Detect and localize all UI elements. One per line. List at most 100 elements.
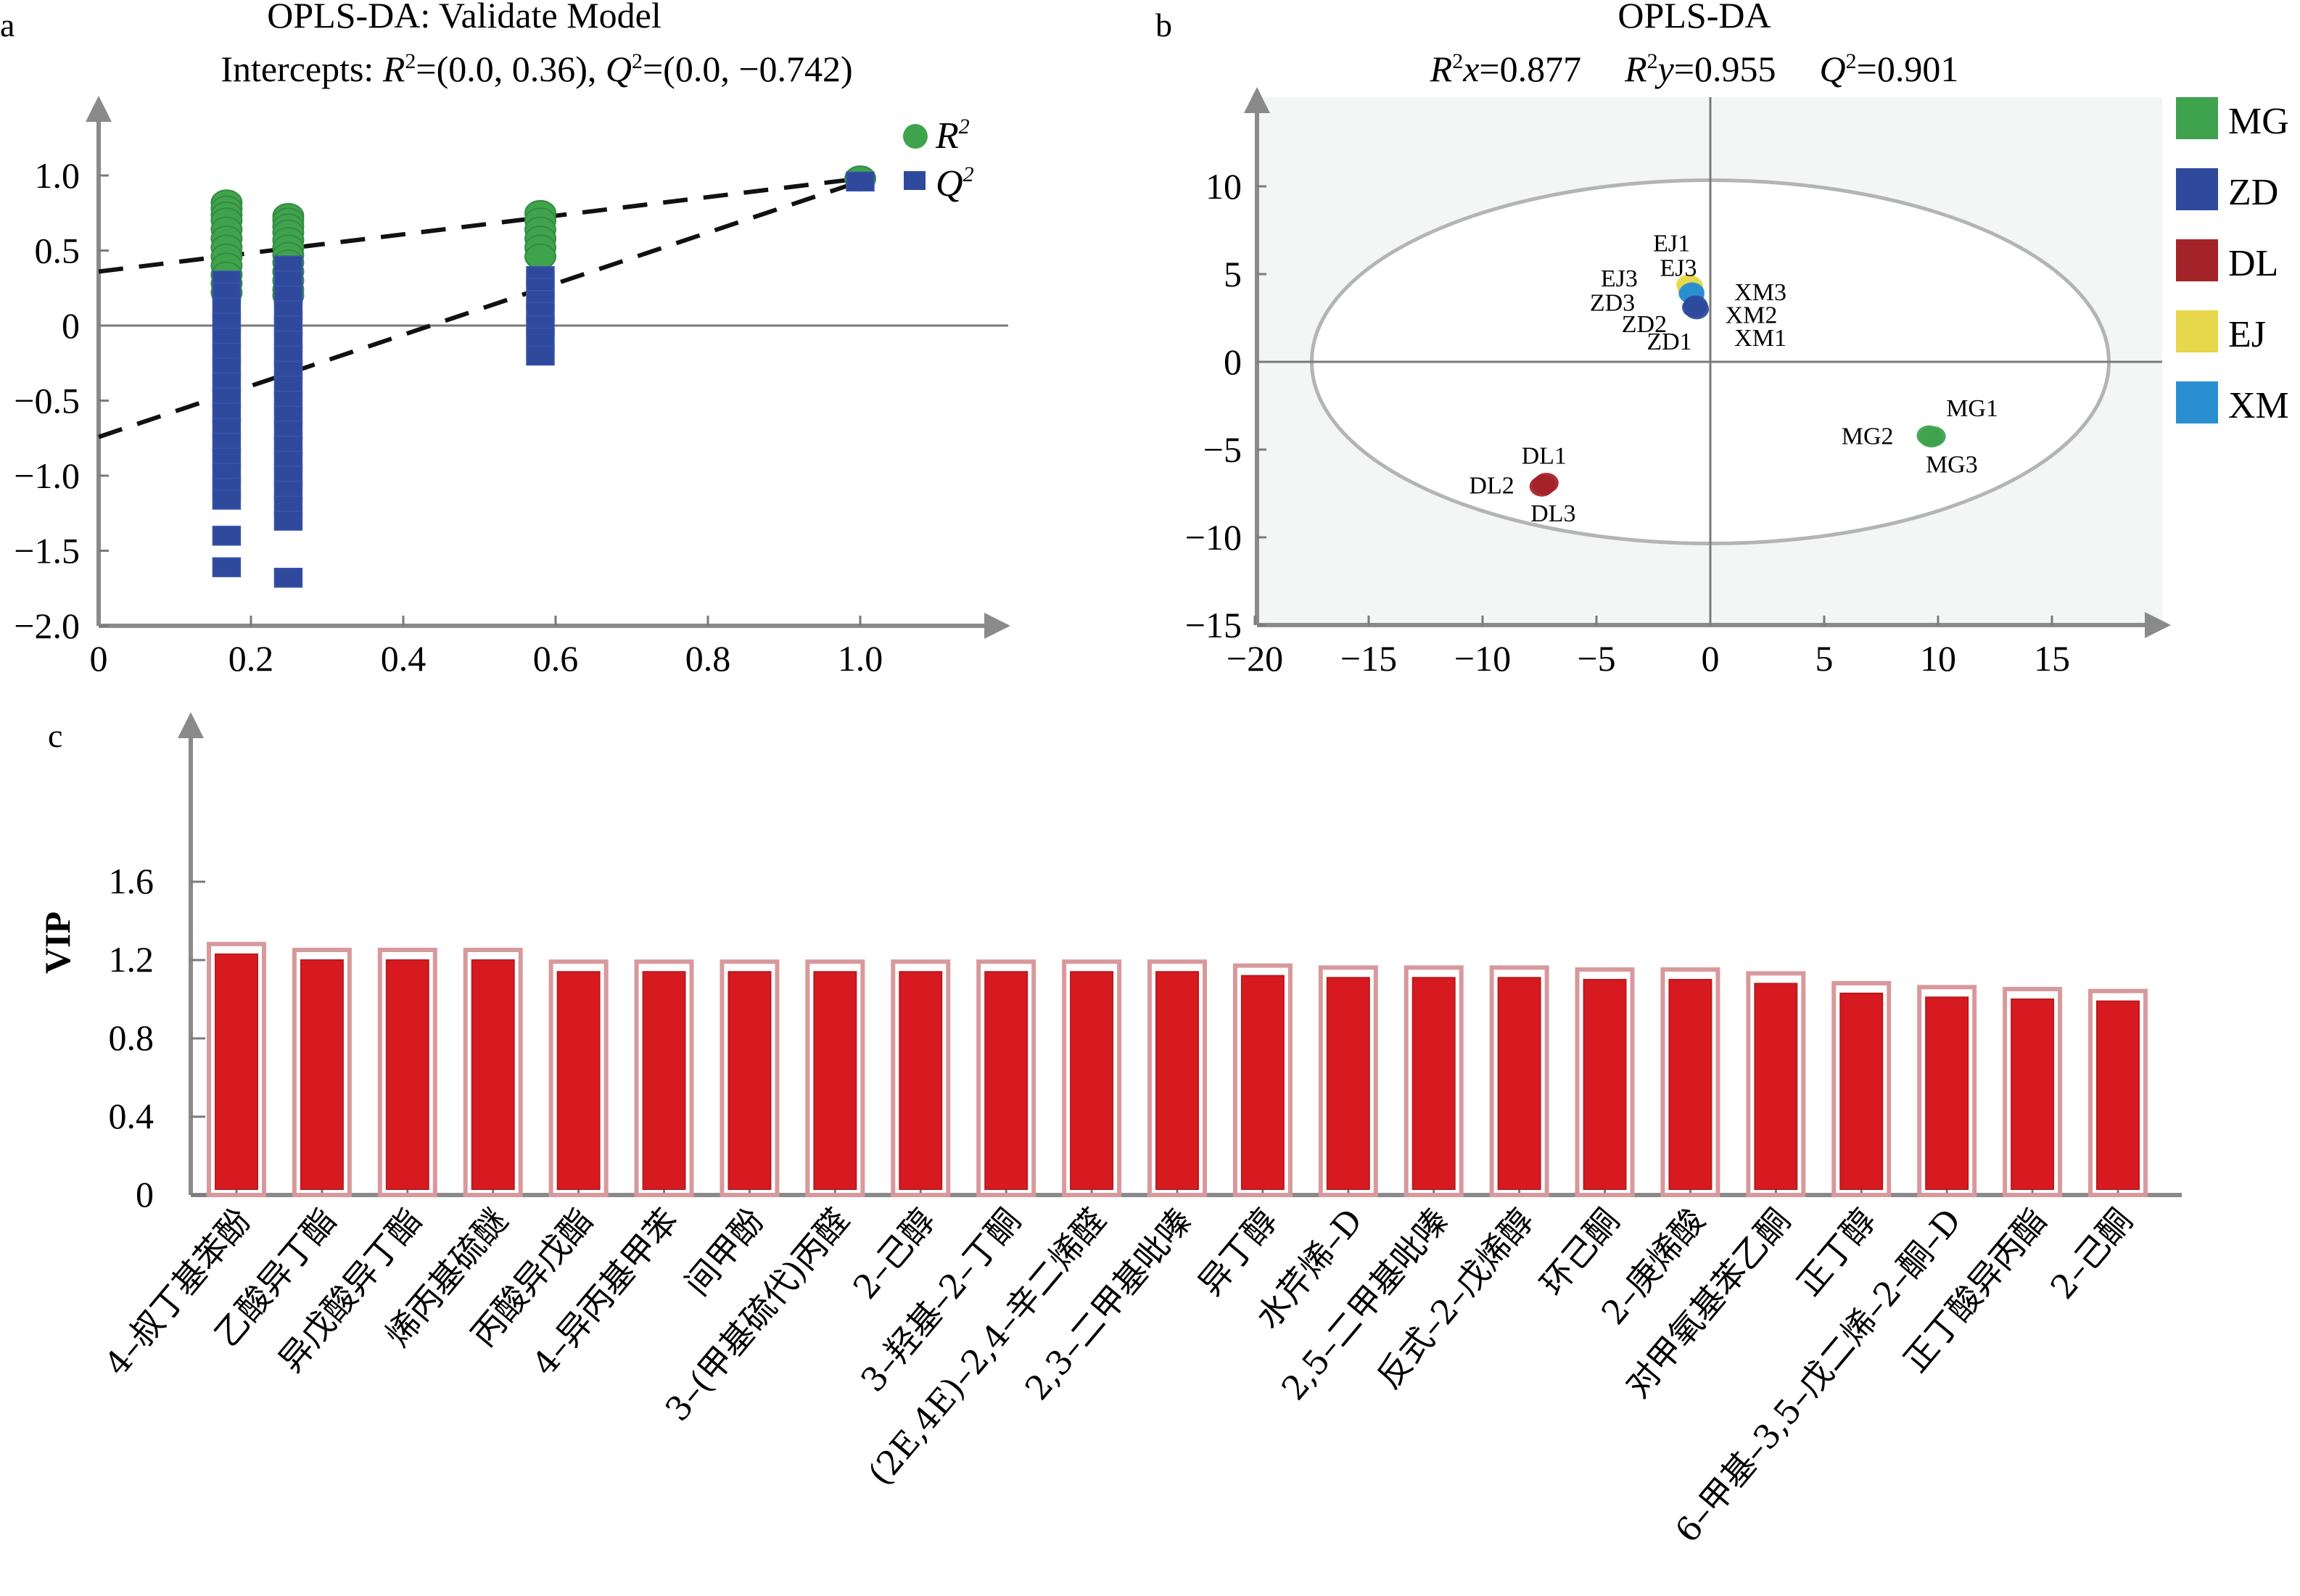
x-tick-label: 5 (1815, 638, 1834, 679)
panel-b-point-labels: EJ1EJ3EJ3ZD3ZD2ZD1XM3XM2XM1MG1MG2MG3DL1D… (1469, 230, 1998, 527)
bar (471, 959, 515, 1190)
panel-b-legend: MG ZD DL EJ XM (2176, 97, 2289, 426)
y-tick-label: −15 (1185, 605, 1242, 645)
panel-letter-c: c (48, 717, 62, 754)
y-tick-label: 1.6 (109, 861, 154, 901)
bar (813, 971, 857, 1190)
bar-outline (891, 959, 951, 1197)
q2-point (273, 568, 303, 588)
y-tick-label: 0.4 (109, 1096, 154, 1136)
y-tick-label: 1.0 (35, 155, 81, 196)
panel-letter-b: b (1155, 7, 1172, 44)
point-label: EJ3 (1660, 255, 1697, 281)
bar-outline (1575, 967, 1635, 1197)
panel-a-axes: −2.0 −1.5 −1.0 −0.5 0 0.5 1.0 0 0.2 0.4 0.6 0.8 1.0 (14, 96, 1010, 679)
bar (556, 971, 601, 1190)
legend-swatch-dl (2176, 239, 2218, 281)
bar (1326, 977, 1370, 1191)
bar (642, 971, 686, 1190)
y-tick-label: 0 (1224, 342, 1242, 382)
y-tick-label: 0.5 (35, 231, 81, 271)
point-label: XM3 (1734, 279, 1786, 306)
panel-a-legend: R2 Q2 (903, 115, 974, 204)
y-tick-label: 0 (136, 1174, 154, 1215)
panel-b-opls-da-scores: b OPLS-DA R2x=0.877 R2y=0.955 Q2=0.901 −15… (1155, 0, 2289, 679)
panel-c-ylabel: VIP (37, 911, 78, 974)
category-label: 4–叔丁基苯酚 (97, 1201, 259, 1383)
bar-outline (1660, 967, 1720, 1197)
bar (727, 971, 772, 1190)
x-tick-label: 0 (90, 638, 108, 679)
legend-q2-marker (904, 171, 926, 190)
x-tick-label: −10 (1454, 638, 1511, 679)
legend-r2-marker (903, 124, 928, 149)
legend-r2-label: R2 (935, 115, 970, 157)
q2-point (212, 557, 242, 578)
legend-label-mg: MG (2228, 101, 2289, 142)
bar-outline (1318, 965, 1378, 1198)
bar-outline (634, 959, 694, 1197)
bar (1497, 977, 1541, 1191)
bar (2011, 998, 2055, 1190)
q2-point (212, 526, 242, 546)
point-label: MG2 (1842, 423, 1894, 450)
y-tick-label: −0.5 (14, 381, 80, 421)
legend-swatch-xm (2176, 381, 2218, 423)
bar-outline (1746, 971, 1806, 1198)
r2-point (524, 243, 556, 270)
point-label: ZD1 (1646, 328, 1691, 355)
score-point-mg (1921, 426, 1946, 447)
legend-label-zd: ZD (2228, 172, 2278, 213)
point-label: EJ1 (1653, 230, 1690, 257)
bar-outline (720, 959, 780, 1197)
bar (1925, 996, 1969, 1191)
x-tick-label: −20 (1227, 638, 1283, 679)
point-label: DL3 (1530, 500, 1575, 527)
point-label: XM2 (1726, 302, 1778, 329)
legend-swatch-ej (2176, 310, 2218, 352)
bar-outline (805, 959, 865, 1197)
bar (2096, 1000, 2140, 1190)
bar (1070, 971, 1114, 1190)
bar (300, 959, 344, 1190)
x-tick-label: 0.2 (228, 638, 274, 679)
panel-b-stats: R2x=0.877 R2y=0.955 Q2=0.901 (1430, 49, 1959, 89)
q2-point (526, 327, 555, 348)
bar-outline (1404, 965, 1464, 1198)
y-tick-label: −2.0 (14, 605, 80, 646)
panel-a-title: OPLS-DA: Validate Model (267, 0, 661, 36)
legend-label-xm: XM (2228, 385, 2289, 426)
point-label: MG3 (1926, 451, 1978, 478)
legend-swatch-zd (2176, 168, 2218, 210)
bar (1754, 983, 1798, 1191)
legend-label-dl: DL (2228, 243, 2278, 284)
y-tick-label: −5 (1203, 429, 1242, 470)
bar-outline (463, 948, 523, 1197)
panel-a-subtitle: Intercepts: R2=(0.0, 0.36), Q2=(0.0, −0.… (220, 49, 852, 89)
legend-q2-label: Q2 (936, 162, 974, 204)
panel-a-points (210, 165, 876, 588)
point-label: ZD3 (1590, 290, 1635, 317)
bar (1583, 979, 1627, 1190)
panel-c-vip-bar-chart: c VIP 0 0.4 0.8 1.2 1.6 4–叔丁基苯酚乙酸异丁酯异戊酸异丁酯烯丙… (37, 712, 2182, 1550)
legend-label-ej: EJ (2228, 314, 2266, 355)
q2-point (212, 489, 242, 510)
bar-outline (1917, 985, 1977, 1198)
bar-outline (1062, 959, 1122, 1197)
x-tick-label: 0.8 (685, 638, 731, 679)
bar-outline (2003, 987, 2063, 1197)
y-tick-label: 5 (1224, 254, 1242, 294)
y-tick-label: 0 (62, 305, 80, 346)
q2-point (846, 171, 875, 192)
legend-swatch-mg (2176, 97, 2218, 139)
bar (1668, 979, 1712, 1190)
panel-letter-a: a (0, 7, 15, 44)
y-tick-label: −1.5 (14, 531, 80, 571)
point-label: ZD2 (1622, 311, 1667, 338)
bar (215, 953, 258, 1191)
bar-outline (548, 959, 609, 1197)
bar (1411, 977, 1456, 1191)
bar-outline (2088, 988, 2148, 1197)
